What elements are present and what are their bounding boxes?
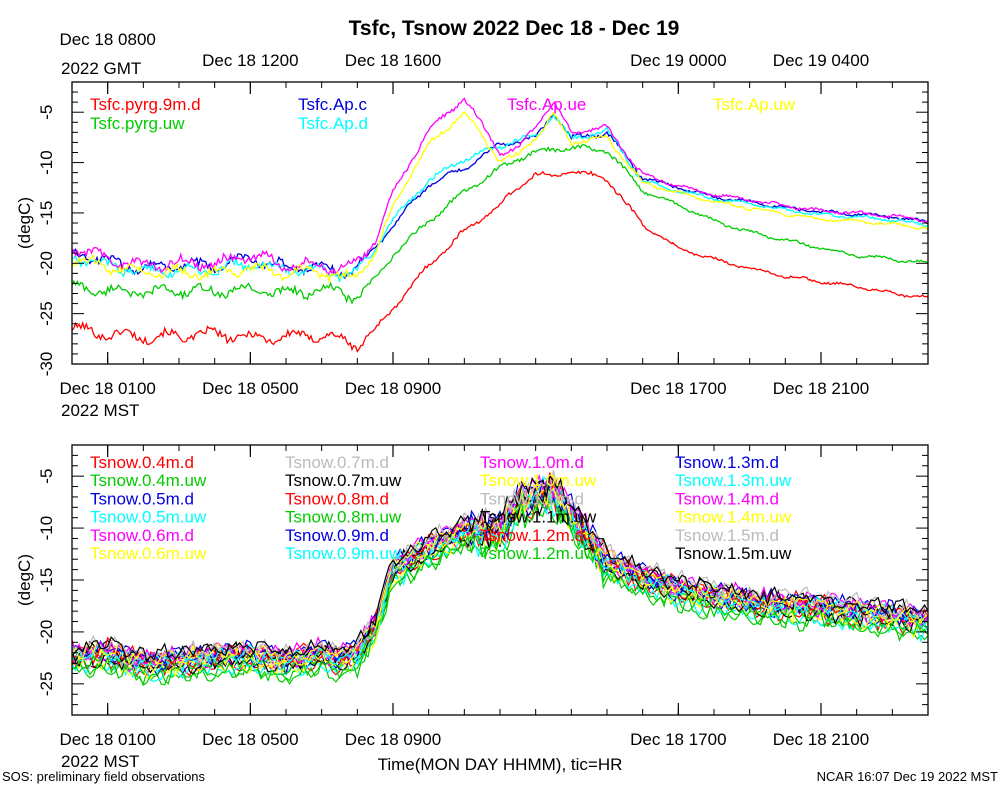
- series-line-Tsfc-Ap-d: [72, 113, 928, 282]
- bottom-mst-tick-label: Dec 18 2100: [773, 730, 869, 749]
- top-gmt-tick-label: Dec 18 1600: [345, 51, 441, 70]
- legend-entry-Tsfc-Ap-d: Tsfc.Ap.d: [298, 114, 368, 133]
- legend-entry-Tsnow-0-9m-uw: Tsnow.0.9m.uw: [285, 544, 402, 563]
- legend-entry-Tsnow-0-7m-uw: Tsnow.0.7m.uw: [285, 471, 402, 490]
- legend-entry-Tsnow-0-5m-d: Tsnow.0.5m.d: [90, 489, 194, 508]
- legend-entry-Tsfc-pyrg-uw: Tsfc.pyrg.uw: [90, 114, 185, 133]
- chart-title: Tsfc, Tsnow 2022 Dec 18 - Dec 19: [349, 17, 680, 40]
- legend-entry-Tsfc-Ap-c: Tsfc.Ap.c: [298, 95, 367, 114]
- legend-entry-Tsnow-0-8m-d: Tsnow.0.8m.d: [285, 489, 389, 508]
- bottom-y-axis-label: (degC): [15, 554, 34, 606]
- series-line-Tsfc-Ap-uw: [72, 111, 928, 284]
- legend-entry-Tsfc-Ap-ue: Tsfc.Ap.ue: [507, 95, 586, 114]
- bottom-mst-tick-label: Dec 18 0100: [59, 730, 155, 749]
- top-mst-year-label: 2022 MST: [61, 401, 139, 420]
- top-y-tick-label: -25: [37, 301, 56, 326]
- legend-entry-Tsnow-1-1m-d: Tsnow.1.1m.d: [480, 489, 584, 508]
- legend-entry-Tsfc-Ap-uw: Tsfc.Ap.uw: [713, 95, 796, 114]
- bottom-y-tick-label: -15: [37, 568, 56, 593]
- legend-entry-Tsnow-1-5m-uw: Tsnow.1.5m.uw: [675, 544, 792, 563]
- series-line-Tsfc-Ap-ue: [72, 97, 928, 276]
- legend-entry-Tsnow-0-6m-d: Tsnow.0.6m.d: [90, 526, 194, 545]
- footer-right: NCAR 16:07 Dec 19 2022 MST: [817, 769, 998, 784]
- legend-entry-Tsnow-1-0m-d: Tsnow.1.0m.d: [480, 453, 584, 472]
- legend-entry-Tsnow-1-1m-uw: Tsnow.1.1m.uw: [480, 508, 597, 527]
- legend-entry-Tsnow-1-3m-uw: Tsnow.1.3m.uw: [675, 471, 792, 490]
- top-gmt-tick-label: Dec 18 0800: [59, 30, 155, 49]
- legend-entry-Tsnow-1-4m-uw: Tsnow.1.4m.uw: [675, 508, 792, 527]
- bottom-y-tick-label: -5: [37, 469, 56, 484]
- legend-entry-Tsnow-1-5m-d: Tsnow.1.5m.d: [675, 526, 779, 545]
- bottom-y-tick-label: -20: [37, 620, 56, 645]
- legend-entry-Tsnow-0-4m-d: Tsnow.0.4m.d: [90, 453, 194, 472]
- series-line-Tsnow-1-5m-uw: [72, 474, 928, 662]
- bottom-mst-year-label: 2022 MST: [61, 752, 139, 771]
- top-y-tick-label: -20: [37, 251, 56, 276]
- legend-entry-Tsnow-1-3m-d: Tsnow.1.3m.d: [675, 453, 779, 472]
- legend-entry-Tsfc-pyrg-9m-d: Tsfc.pyrg.9m.d: [90, 95, 201, 114]
- legend-entry-Tsnow-0-7m-d: Tsnow.0.7m.d: [285, 453, 389, 472]
- legend-entry-Tsnow-0-5m-uw: Tsnow.0.5m.uw: [90, 508, 207, 527]
- bottom-mst-tick-label: Dec 18 1700: [630, 730, 726, 749]
- top-mst-tick-label: Dec 18 2100: [773, 379, 869, 398]
- bottom-mst-tick-label: Dec 18 0500: [202, 730, 298, 749]
- top-mst-tick-label: Dec 18 0100: [59, 379, 155, 398]
- legend-entry-Tsnow-0-8m-uw: Tsnow.0.8m.uw: [285, 508, 402, 527]
- top-mst-tick-label: Dec 18 0900: [345, 379, 441, 398]
- bottom-mst-tick-label: Dec 18 0900: [345, 730, 441, 749]
- bottom-panel: Dec 18 0100 Dec 18 0500 Dec 18 0900 Dec 18 …: [15, 444, 929, 771]
- top-mst-tick-label: Dec 18 0500: [202, 379, 298, 398]
- bottom-y-tick-label: -10: [37, 516, 56, 541]
- legend-entry-Tsnow-1-2m-d: Tsnow.1.2m.d: [480, 526, 584, 545]
- legend-entry-Tsnow-0-9m-d: Tsnow.0.9m.d: [285, 526, 389, 545]
- top-y-tick-label: -10: [37, 150, 56, 175]
- top-y-axis-label: (degC): [15, 197, 34, 249]
- legend-entry-Tsnow-0-4m-uw: Tsnow.0.4m.uw: [90, 471, 207, 490]
- legend-entry-Tsnow-1-0m-uw: Tsnow.1.0m.uw: [480, 471, 597, 490]
- bottom-y-tick-label: -25: [37, 672, 56, 697]
- top-mst-tick-label: Dec 18 1700: [630, 379, 726, 398]
- top-gmt-year-label: 2022 GMT: [61, 59, 141, 78]
- series-line-Tsfc-pyrg-uw: [72, 144, 928, 305]
- series-line-Tsnow-1-5m-d: [72, 470, 928, 662]
- legend-entry-Tsnow-1-2m-uw: Tsnow.1.2m.uw: [480, 544, 597, 563]
- top-y-tick-label: -30: [37, 352, 56, 377]
- series-line-Tsfc-Ap-c: [72, 114, 928, 280]
- top-panel: Dec 18 0100 Dec 18 0500 Dec 18 0900 Dec 18 …: [15, 30, 929, 420]
- top-y-tick-label: -15: [37, 201, 56, 226]
- top-plot-frame: [71, 81, 929, 365]
- series-line-Tsnow-1-0m-uw: [72, 485, 928, 672]
- legend-entry-Tsnow-0-6m-uw: Tsnow.0.6m.uw: [90, 544, 207, 563]
- top-gmt-tick-label: Dec 19 0400: [773, 51, 869, 70]
- footer-left: SOS: preliminary field observations: [2, 769, 206, 784]
- series-line-Tsnow-0-7m-uw: [72, 482, 928, 675]
- series-line-Tsfc-pyrg-9m-d: [72, 170, 928, 353]
- legend-entry-Tsnow-1-4m-d: Tsnow.1.4m.d: [675, 489, 779, 508]
- top-gmt-tick-label: Dec 18 1200: [202, 51, 298, 70]
- x-axis-label: Time(MON DAY HHMM), tic=HR: [378, 755, 623, 774]
- top-y-tick-label: -5: [37, 105, 56, 120]
- top-gmt-tick-label: Dec 19 0000: [630, 51, 726, 70]
